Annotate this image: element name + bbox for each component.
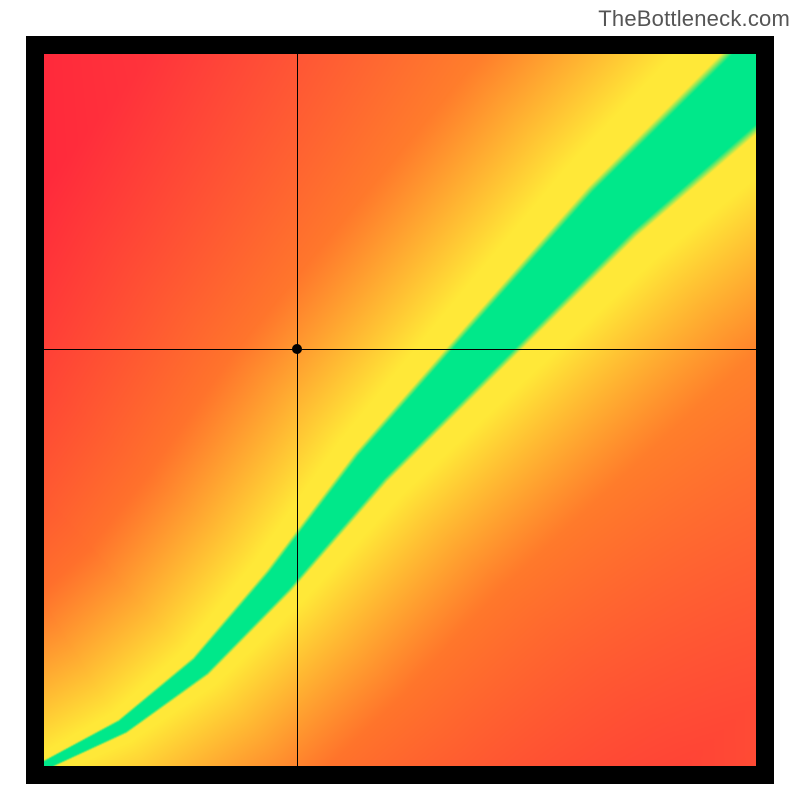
watermark-text: TheBottleneck.com <box>598 6 790 32</box>
crosshair-horizontal <box>44 349 756 350</box>
crosshair-vertical <box>297 54 298 766</box>
marker-dot <box>292 344 302 354</box>
chart-container: TheBottleneck.com <box>0 0 800 800</box>
heatmap-canvas <box>44 54 756 766</box>
plot-area <box>44 54 756 766</box>
